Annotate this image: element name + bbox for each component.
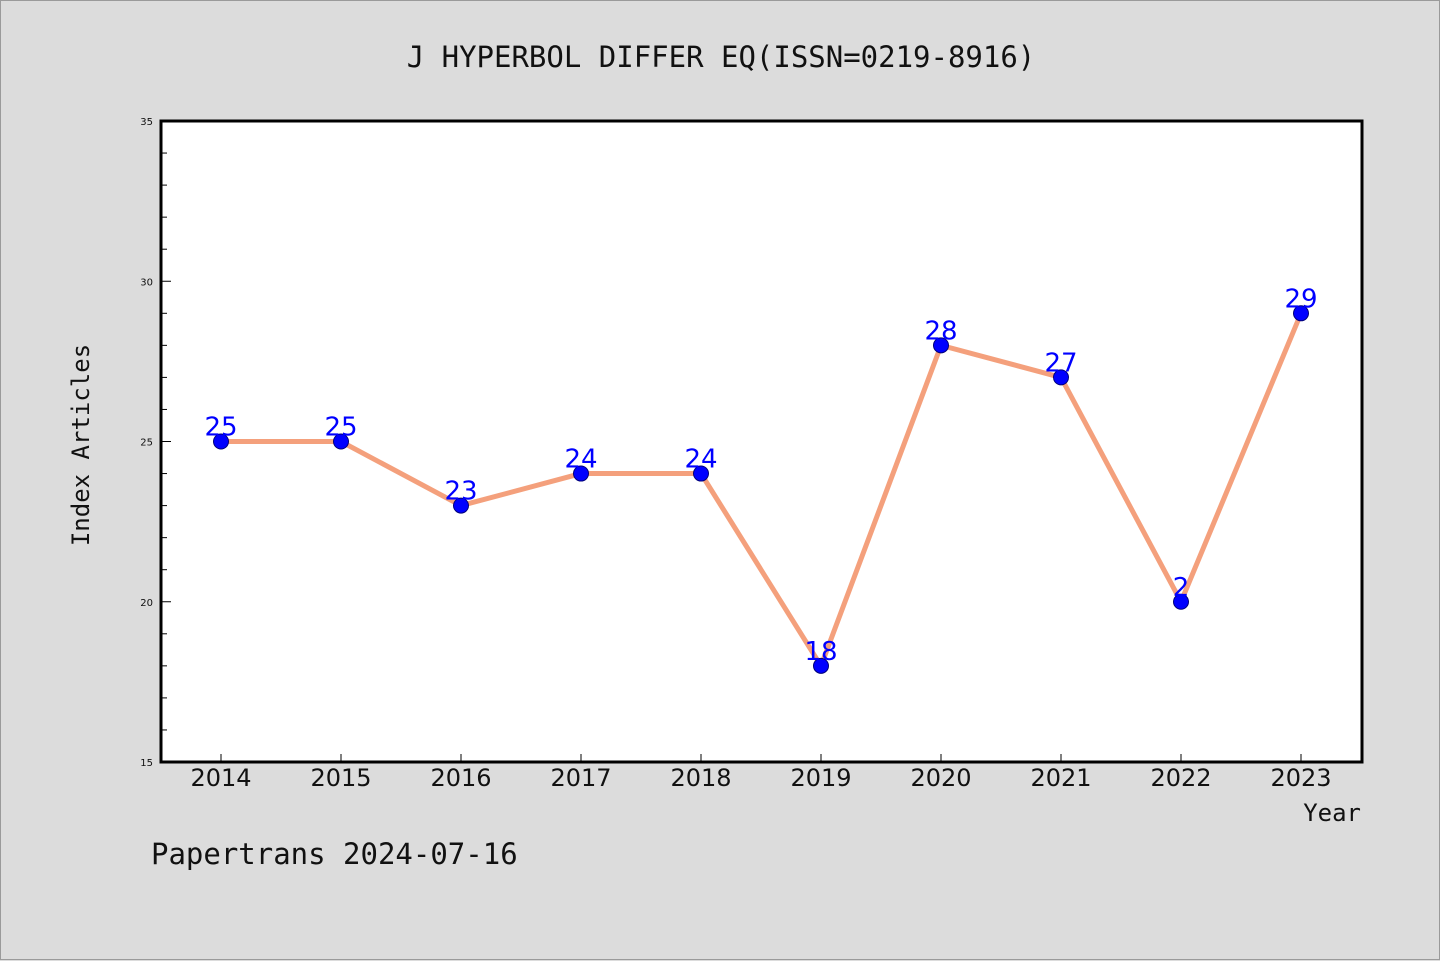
plot-area: [159, 119, 1364, 764]
data-point: [1173, 593, 1189, 610]
data-point: [693, 465, 709, 482]
data-label: 27: [1044, 348, 1077, 378]
x-tick-label: 2022: [1150, 764, 1211, 792]
y-tick-label: 20: [140, 598, 153, 609]
data-labels: 25 25 23 24 24 18 28 27 2 29: [204, 284, 1317, 667]
data-label: 24: [564, 445, 597, 475]
y-tick-label: 15: [140, 758, 153, 769]
x-tick-label: 2016: [430, 764, 491, 792]
x-tick-label: 2020: [910, 764, 971, 792]
x-tick-label: 2019: [790, 764, 851, 792]
data-point: [1053, 369, 1069, 386]
data-point: [573, 465, 589, 482]
data-point: [1293, 305, 1309, 322]
x-tick-label: 2017: [550, 764, 611, 792]
x-tick-label: 2018: [670, 764, 731, 792]
data-point: [453, 497, 469, 514]
data-label: 28: [924, 316, 957, 346]
x-tick-label: 2014: [190, 764, 251, 792]
y-axis-label: Index Articles: [67, 344, 95, 546]
data-label: 2: [1173, 573, 1190, 603]
data-point: [933, 337, 949, 354]
y-tick-label: 25: [140, 438, 153, 449]
y-tick-label: 30: [140, 277, 153, 288]
data-label: 24: [684, 445, 717, 475]
series-layer: [213, 305, 1309, 674]
y-tick-label: 35: [140, 117, 153, 128]
x-tick-label: 2015: [310, 764, 371, 792]
data-point: [213, 433, 229, 450]
data-label: 29: [1284, 284, 1317, 314]
data-label: 18: [804, 637, 837, 667]
series-line: [221, 312, 1304, 672]
footer-credit: Papertrans 2024-07-16: [151, 837, 518, 871]
x-axis: 2014 2015 2016 2017 2018 2019 2020 2021 2022 2023: [190, 754, 1332, 792]
data-point: [813, 657, 829, 674]
data-label: 23: [444, 477, 477, 507]
chart-title: J HYPERBOL DIFFER EQ(ISSN=0219-8916): [407, 40, 1036, 74]
data-label: 25: [204, 413, 237, 443]
data-label: 25: [324, 413, 357, 443]
x-tick-label: 2021: [1030, 764, 1091, 792]
data-point: [333, 433, 349, 450]
x-tick-label: 2023: [1270, 764, 1331, 792]
y-axis: 15 20 25 30 35: [140, 117, 171, 769]
x-axis-label: Year: [1303, 799, 1361, 827]
